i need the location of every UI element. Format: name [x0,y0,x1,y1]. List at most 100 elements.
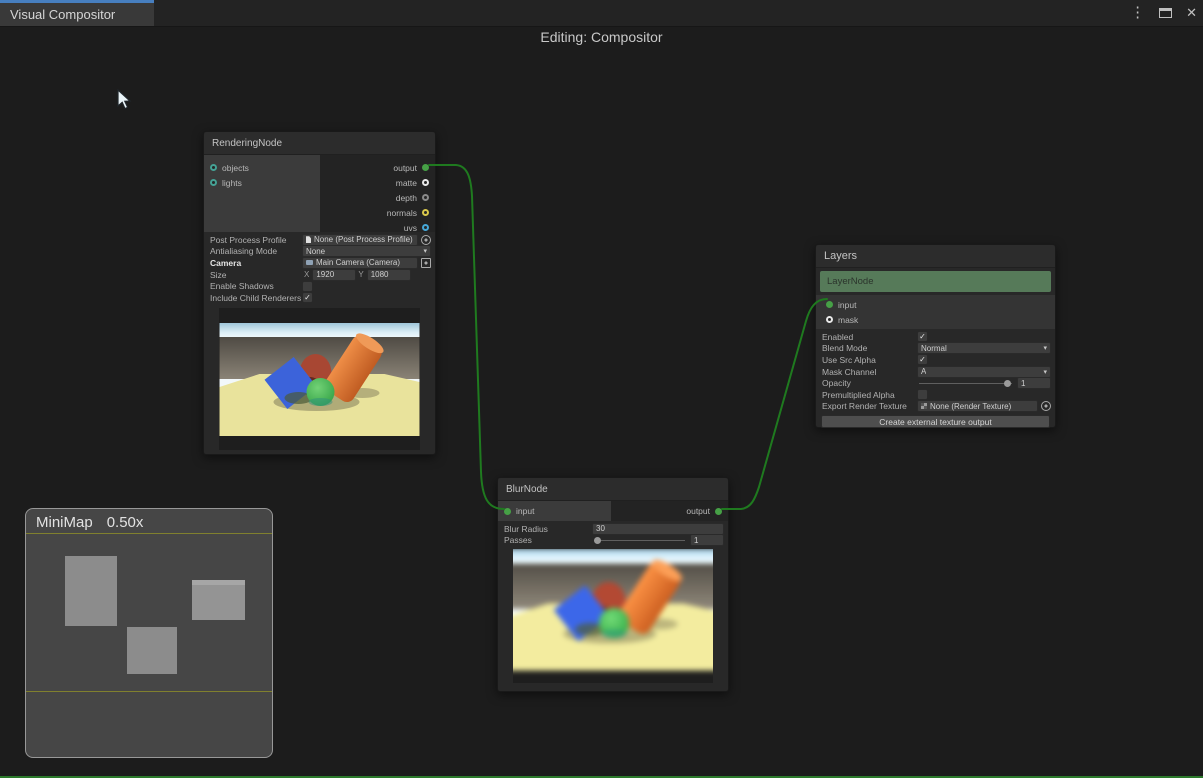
rendering-node[interactable]: RenderingNode objects lights output [203,131,436,455]
port-label: mask [838,314,859,325]
enable-shadows-checkbox[interactable] [302,280,313,292]
camera-picker-icon[interactable] [421,257,431,268]
field-label: Enabled [822,331,854,342]
port-input: input [816,297,1055,312]
layers-node[interactable]: Layers LayerNode input mask Enabled ✓ Bl… [815,244,1056,429]
port-normals: normals [320,205,435,220]
row-enabled: Enabled ✓ [816,331,1055,343]
port-dot-output[interactable] [715,507,722,515]
port-dot-normals[interactable] [422,209,429,216]
size-y-input[interactable]: 1080 [366,268,411,281]
passes-value-input[interactable]: 1 [690,534,724,547]
port-dot-depth[interactable] [422,194,429,201]
slider-handle[interactable] [594,537,601,545]
minimap-panel[interactable]: MiniMap 0.50x [25,508,273,758]
camera-field[interactable]: Main Camera (Camera) [302,256,418,269]
blur-node-header[interactable]: BlurNode [498,478,728,501]
passes-slider[interactable] [592,535,687,545]
layer-item-layernode[interactable]: LayerNode [820,271,1051,292]
size-x-input[interactable]: 1920 [312,268,357,281]
opacity-value-input[interactable]: 1 [1017,377,1051,390]
minimap-title-text: MiniMap [36,514,93,531]
row-size: Size X 1920 Y 1080 [204,268,435,281]
minimap-node-rendering[interactable] [65,556,117,626]
row-blend-mode: Blend Mode Normal ▾ [816,342,1055,355]
port-dot-matte[interactable] [422,179,429,186]
minimap-node-header-strip [192,580,245,585]
wire-rendering-output-to-blur-input[interactable] [428,164,505,510]
opacity-slider[interactable] [917,378,1014,388]
chevron-down-icon: ▾ [1043,368,1047,376]
field-label: Blur Radius [504,523,548,534]
port-label: output [686,506,710,516]
dropdown-value: None [306,246,326,256]
slider-handle[interactable] [1004,380,1011,388]
field-value: None (Render Texture) [930,401,1012,411]
port-input: input [498,504,540,519]
mask-channel-dropdown[interactable]: A ▾ [917,365,1051,378]
close-icon[interactable]: ✕ [1186,5,1197,20]
slider-track [594,540,685,542]
chevron-down-icon: ▾ [423,248,427,256]
field-label: Mask Channel [822,366,877,377]
y-axis-label: Y [358,270,364,280]
window-bottom-border [0,776,1203,778]
rendering-node-header[interactable]: RenderingNode [204,132,435,155]
minimap-node-layers[interactable] [192,580,245,620]
row-antialiasing-mode: Antialiasing Mode None ▾ [204,245,435,258]
field-value: 1 [1021,378,1026,388]
layer-item-label: LayerNode [827,276,874,287]
field-label: Premultiplied Alpha [822,389,895,400]
blur-radius-input[interactable]: 30 [592,522,724,535]
kebab-menu-icon[interactable]: ⋮ [1130,4,1146,21]
include-child-renderers-checkbox[interactable]: ✓ [302,292,313,304]
row-include-child-renderers: Include Child Renderers ✓ [204,292,435,304]
port-dot-input[interactable] [504,507,511,515]
object-picker-icon[interactable] [1041,401,1051,412]
row-post-process-profile: Post Process Profile None (Post Process … [204,233,435,246]
wire-blur-output-to-layers-input[interactable] [721,298,828,510]
field-label: Camera [210,257,242,268]
minimap-node-blur[interactable] [127,627,177,674]
button-label: Create external texture output [879,416,992,427]
x-axis-label: X [304,270,310,280]
port-matte: matte [320,175,435,190]
port-output: output [320,160,435,175]
object-picker-icon[interactable] [421,234,431,245]
port-dot-lights[interactable] [210,179,217,186]
title-bar: Visual Compositor ⋮ ✕ [0,0,1203,27]
row-export-render-texture: Export Render Texture None (Render Textu… [816,400,1055,413]
port-label: matte [395,177,417,188]
port-dot-input[interactable] [826,301,833,308]
minimap-zoom-level: 0.50x [106,514,144,531]
port-label: input [838,299,857,310]
enabled-checkbox[interactable]: ✓ [917,331,928,343]
field-label: Export Render Texture [822,401,907,412]
post-process-profile-field[interactable]: None (Post Process Profile) [302,233,418,246]
port-dot-objects[interactable] [210,164,217,171]
maximize-icon[interactable] [1159,8,1173,18]
field-value: 30 [596,524,605,534]
rendering-output-port-panel: output matte depth normals uvs [320,155,435,233]
field-label: Include Child Renderers [210,292,302,303]
port-lights: lights [204,175,320,190]
port-dot-uvs[interactable] [422,224,429,231]
export-render-texture-field[interactable]: None (Render Texture) [917,400,1038,413]
port-dot-output[interactable] [422,164,429,171]
camera-icon [306,260,313,266]
blur-node-title: BlurNode [506,483,548,495]
tab-visual-compositor[interactable]: Visual Compositor [0,0,154,26]
antialiasing-mode-dropdown[interactable]: None ▾ [302,245,431,258]
blur-node[interactable]: BlurNode input output Blur Radius 30 [497,477,729,692]
rendering-preview-image [219,322,420,436]
create-external-texture-output-button[interactable]: Create external texture output [821,415,1050,429]
row-use-src-alpha: Use Src Alpha ✓ [816,354,1055,366]
row-opacity: Opacity 1 [816,377,1055,390]
use-src-alpha-checkbox[interactable]: ✓ [917,354,928,366]
chevron-down-icon: ▾ [1043,345,1047,353]
port-dot-mask[interactable] [826,316,833,323]
premultiplied-alpha-checkbox[interactable] [917,389,928,401]
blend-mode-dropdown[interactable]: Normal ▾ [917,342,1051,355]
layers-node-header[interactable]: Layers [816,245,1055,268]
